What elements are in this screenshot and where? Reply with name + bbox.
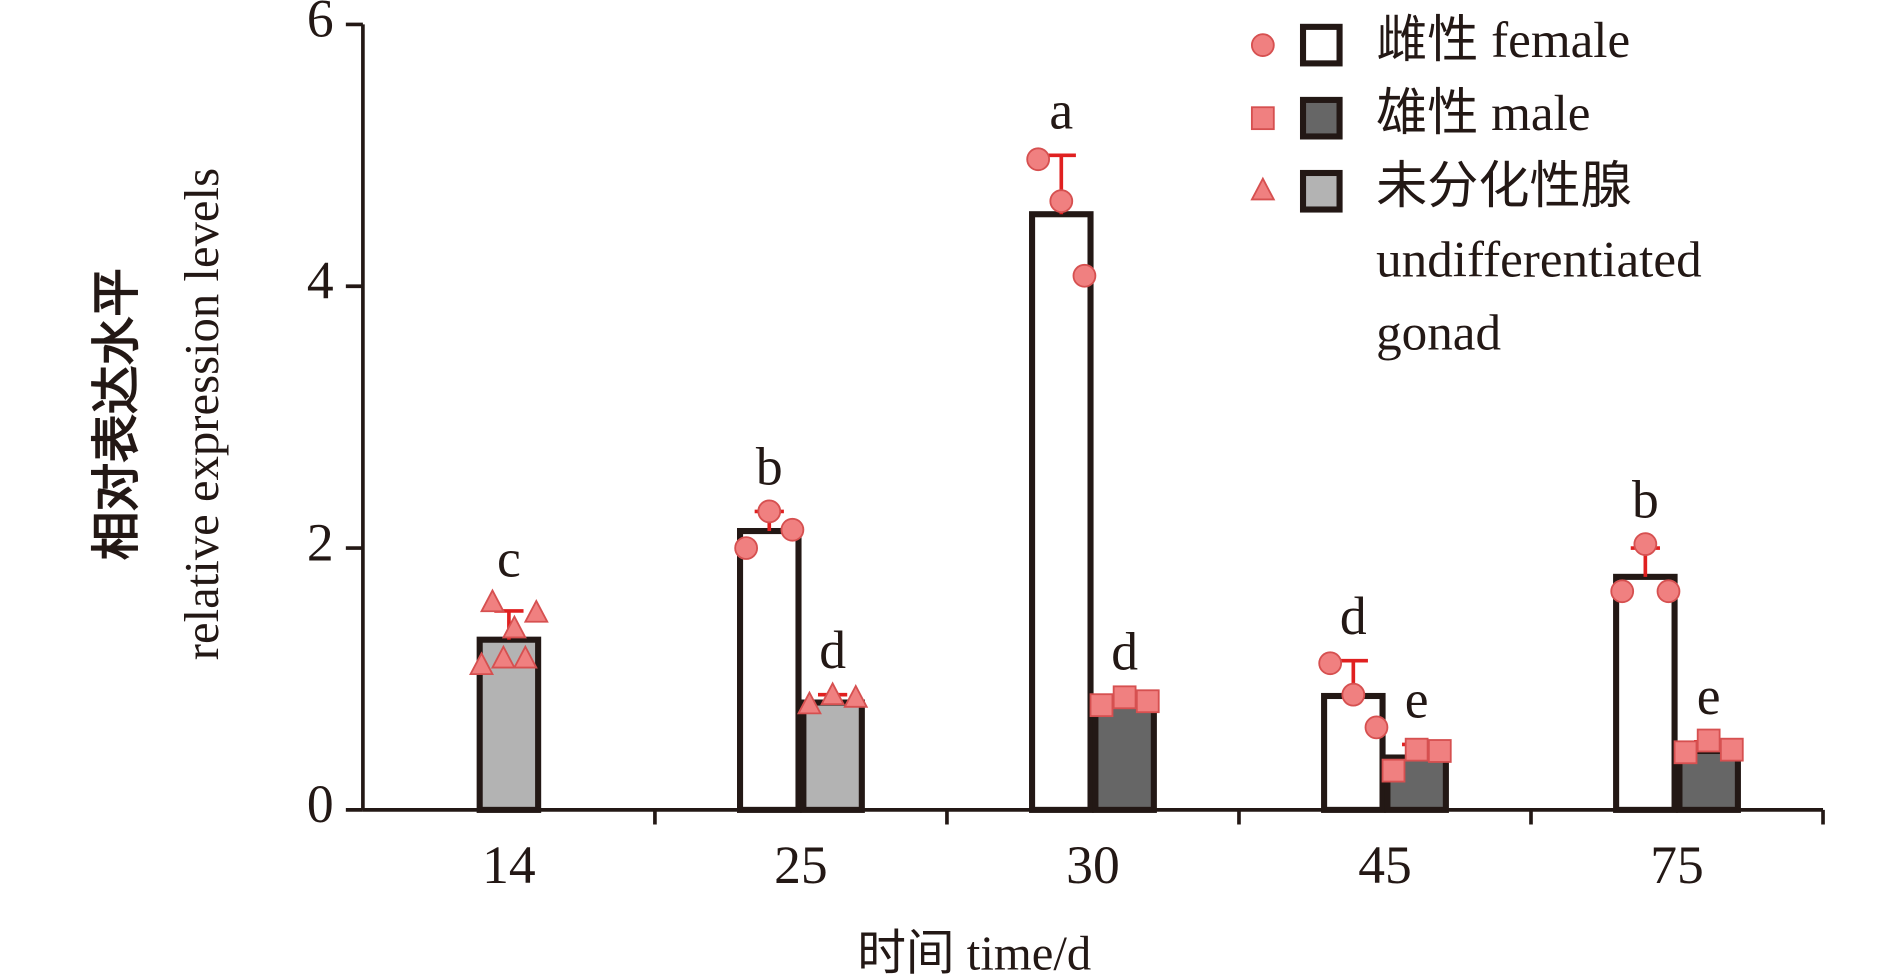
point xyxy=(1633,532,1658,557)
legend-marker xyxy=(1250,106,1275,131)
x-tick-label: 25 xyxy=(774,835,828,895)
point xyxy=(469,651,494,676)
point xyxy=(734,536,759,560)
y-tick-label: 0 xyxy=(307,774,334,834)
y-tick-label: 2 xyxy=(307,512,334,572)
point xyxy=(512,644,538,669)
point xyxy=(501,614,527,639)
point xyxy=(1719,737,1744,762)
y-tick-label: 6 xyxy=(307,0,334,49)
y-axis-label: 相对表达水平 xyxy=(90,268,144,560)
point xyxy=(1049,189,1074,214)
significance-letter: d xyxy=(1111,621,1138,681)
point xyxy=(1135,689,1160,714)
point xyxy=(1341,682,1366,707)
significance-letter: a xyxy=(1049,81,1073,141)
legend-marker xyxy=(1250,33,1275,57)
significance-letter: b xyxy=(1632,469,1659,529)
y-axis-label: relative expression levels xyxy=(175,168,229,660)
bar xyxy=(1092,702,1157,813)
x-tick-label: 45 xyxy=(1358,835,1412,895)
legend-label-line: gonad xyxy=(1376,304,1501,361)
point xyxy=(796,690,822,715)
point xyxy=(1381,758,1406,783)
bar xyxy=(800,699,865,813)
point xyxy=(1427,739,1452,763)
point xyxy=(1696,728,1721,753)
point xyxy=(1072,263,1097,288)
point xyxy=(843,684,869,708)
legend-label: 雌性 female xyxy=(1376,12,1630,69)
x-tick-label: 75 xyxy=(1650,835,1704,895)
bar xyxy=(1613,573,1678,813)
bar xyxy=(1029,211,1094,813)
legend-label-line: 未分化性腺 xyxy=(1376,158,1632,215)
legend-label-line: undifferentiated xyxy=(1376,231,1702,288)
significance-letter: b xyxy=(756,437,783,497)
point xyxy=(523,598,549,623)
x-axis-label: 时间 time/d xyxy=(857,927,1091,978)
point xyxy=(1026,147,1051,172)
legend-label: 雄性 male xyxy=(1376,85,1590,142)
bar xyxy=(737,527,802,813)
point xyxy=(1318,651,1343,676)
significance-letter: c xyxy=(497,528,521,588)
point xyxy=(820,681,846,706)
point xyxy=(479,588,505,613)
point xyxy=(1112,685,1137,710)
bar xyxy=(1321,692,1386,813)
significance-letter: e xyxy=(1697,666,1721,726)
point xyxy=(757,499,782,524)
significance-letter: d xyxy=(819,620,846,680)
x-tick-label: 30 xyxy=(1066,835,1120,895)
point xyxy=(780,517,805,542)
x-tick-label: 14 xyxy=(482,835,536,895)
point xyxy=(1610,579,1635,604)
point xyxy=(1673,740,1698,765)
point xyxy=(490,644,516,669)
y-tick-label: 4 xyxy=(307,251,334,311)
significance-letter: d xyxy=(1340,586,1367,646)
legend-swatch xyxy=(1299,96,1343,140)
point xyxy=(1364,715,1389,740)
legend-swatch xyxy=(1299,23,1343,67)
legend-swatch xyxy=(1299,169,1343,213)
point xyxy=(1089,693,1114,718)
legend-label: 未分化性腺 undifferentiated gonad xyxy=(1376,158,1702,361)
significance-letter: e xyxy=(1405,670,1429,730)
point xyxy=(1404,737,1429,762)
point xyxy=(1656,579,1681,604)
legend-marker xyxy=(1250,176,1276,201)
